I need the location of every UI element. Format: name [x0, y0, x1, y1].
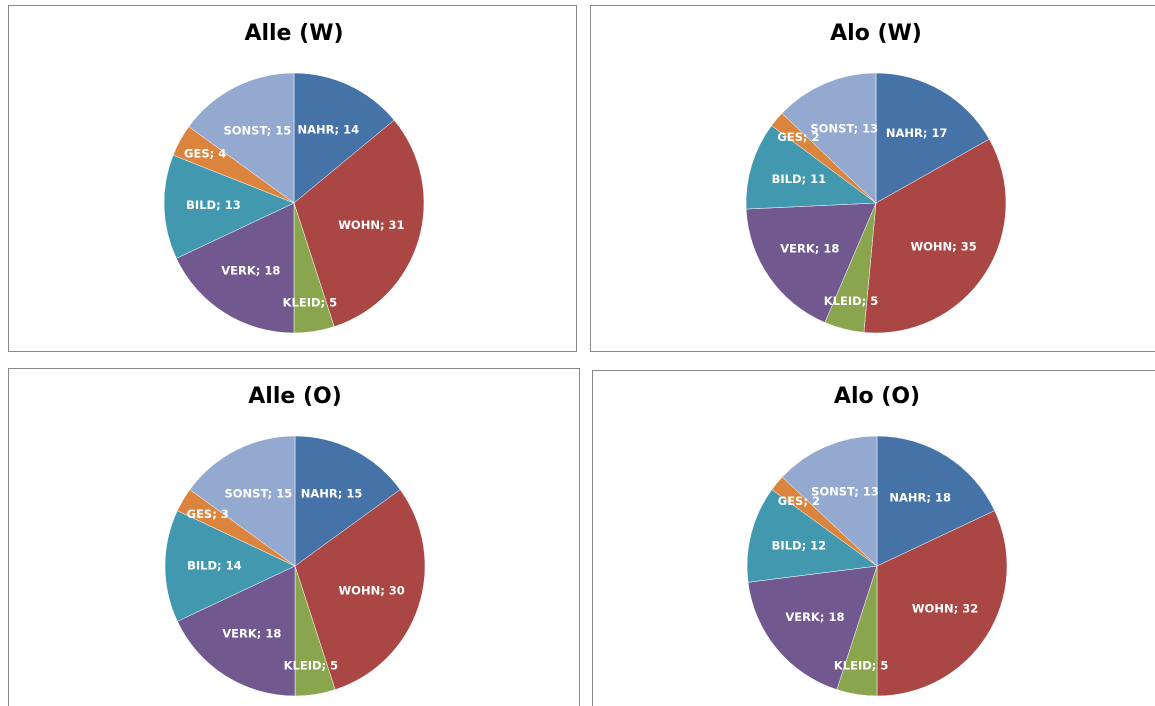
data-label: WOHN; 35	[910, 239, 976, 253]
data-label: WOHN; 30	[338, 583, 404, 597]
data-label: NAHR; 17	[886, 126, 948, 140]
data-label: VERK; 18	[222, 627, 281, 641]
pie-slice	[163, 154, 295, 259]
data-label: SONST; 13	[810, 121, 878, 135]
data-label: KLEID; 5	[283, 296, 338, 310]
pie-slice	[164, 510, 296, 622]
data-label: WOHN; 31	[338, 218, 404, 232]
panel	[8, 368, 580, 706]
data-label: VERK; 18	[785, 610, 844, 624]
data-label: BILD; 13	[186, 198, 241, 212]
pie-slice	[177, 565, 296, 697]
chart-title: Alo (O)	[834, 384, 920, 409]
chart-title: Alle (O)	[248, 384, 342, 409]
data-label: NAHR; 18	[889, 490, 951, 504]
data-label: BILD; 11	[772, 172, 827, 186]
data-label: GES; 2	[777, 130, 819, 144]
pie-slice	[875, 72, 990, 204]
data-label: WOHN; 32	[912, 602, 978, 616]
data-label: VERK; 18	[221, 264, 280, 278]
data-label: SONST; 15	[224, 124, 292, 138]
pie-slice	[863, 138, 1007, 334]
data-label: GES; 4	[184, 147, 226, 161]
data-label: NAHR; 14	[298, 123, 360, 137]
data-label: BILD; 12	[772, 538, 827, 552]
pie-slice	[188, 72, 295, 204]
pie-slice	[781, 72, 877, 204]
data-label: NAHR; 15	[301, 487, 363, 501]
panel	[592, 370, 1155, 706]
pie-slice	[294, 435, 401, 567]
data-label: KLEID; 5	[824, 294, 879, 308]
pie-slice	[781, 435, 878, 567]
pie-slice	[293, 119, 425, 327]
data-label: KLEID; 5	[284, 659, 339, 673]
pie-slice	[745, 202, 877, 323]
chart-title: Alle (W)	[244, 21, 343, 46]
data-label: GES; 3	[187, 507, 229, 521]
pie-slice	[176, 202, 295, 334]
data-label: GES; 2	[778, 494, 820, 508]
pie-slice	[189, 435, 296, 567]
data-label: KLEID; 5	[834, 659, 889, 673]
pie-slice	[746, 489, 878, 583]
pie-slice	[876, 435, 995, 567]
pie-slice	[745, 125, 877, 210]
chart-title: Alo (W)	[830, 21, 922, 46]
pie-slice	[294, 489, 426, 690]
data-label: SONST; 13	[811, 485, 879, 499]
data-label: BILD; 14	[187, 559, 242, 573]
data-label: VERK; 18	[780, 241, 839, 255]
pie-slice	[876, 510, 1008, 697]
panel	[590, 5, 1155, 352]
panel	[8, 5, 577, 352]
data-label: SONST; 15	[225, 487, 293, 501]
pie-slice	[293, 72, 395, 204]
pie-slice	[747, 565, 878, 690]
